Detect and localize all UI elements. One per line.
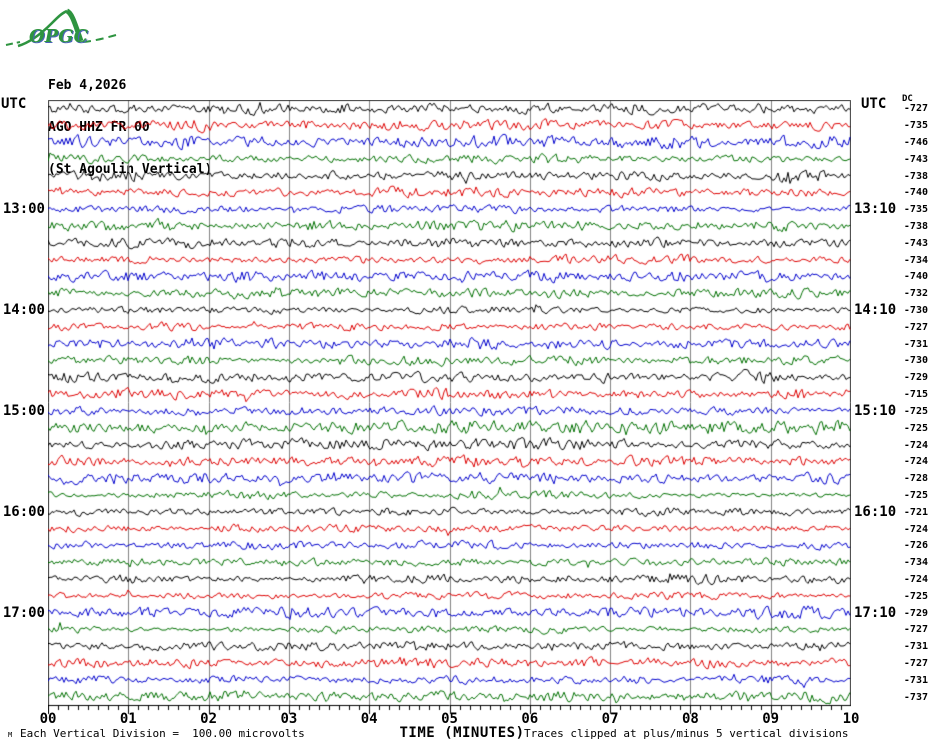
dc-offset-value: -729 [903,372,928,384]
x-tick-label: 09 [762,711,780,727]
x-tick-label: 08 [681,711,699,727]
dc-offset-value: -725 [903,422,928,434]
dc-offset-value: -724 [903,573,928,585]
logo-curve-fall [65,8,84,42]
dc-offset-value: -734 [903,254,928,266]
x-tick-label: 07 [601,711,619,727]
dc-offset-value: -731 [903,641,928,653]
x-tick-label: 04 [360,711,378,727]
dc-offset-value: -724 [903,523,928,535]
dc-offset-value: -743 [903,153,928,165]
dc-offset-value: -737 [903,691,928,703]
header-date: Feb 4,2026 [48,78,127,93]
dc-offset-value: -727 [903,321,928,333]
dc-offset-value: -746 [903,137,928,148]
dc-offset-value: -728 [903,473,928,485]
helicorder-traces-canvas [48,100,851,716]
dc-offset-value: -725 [903,405,928,417]
left-hour-label: 14:00 [2,302,45,319]
left-hour-label: 16:00 [2,503,45,520]
right-hour-label: 14:10 [854,302,897,319]
dc-offset-value: -735 [903,204,928,216]
dc-offset-value: -729 [903,607,928,619]
dc-offset-value: -730 [903,305,928,317]
opgc-logo: OPGC OPGC [5,8,117,48]
x-tick-label: 00 [39,711,57,727]
x-tick-label: 01 [119,711,137,727]
dc-offset-value: -740 [903,187,928,199]
dc-offset-value: -727 [903,624,928,636]
logo-text: OPGC [29,26,89,47]
dc-offset-value: -734 [903,557,928,569]
x-tick-label: 02 [200,711,218,727]
right-hour-label: 13:10 [854,201,897,218]
dc-offset-value: -731 [903,338,928,350]
footer-glyph: M [8,731,13,739]
dc-offset-value: -738 [903,221,928,233]
x-tick-label: 03 [280,711,298,727]
dc-offset-value: -725 [903,489,928,501]
dc-offset-value: -724 [903,439,928,451]
logo-curve-rise [17,9,68,48]
right-hour-label: 17:10 [854,604,897,621]
dc-offset-value: -727 [903,103,928,115]
x-tick-label: 05 [441,711,458,727]
footer-scale-note: Each Vertical Division = 100.00 microvol… [20,727,305,740]
x-tick-label: 10 [842,711,860,727]
x-tick-label: 06 [521,711,539,727]
dc-offset-value: -731 [903,674,928,686]
dc-offset-value: -730 [903,355,928,367]
dc-offset-value: -715 [903,389,928,401]
dc-offset-value: -726 [903,540,928,552]
dc-column-header: DC [902,94,913,104]
footer-clip-note: Traces clipped at plus/minus 5 vertical … [524,727,849,740]
logo-dash-right [82,34,117,43]
dc-offset-value: -732 [903,288,928,300]
right-hour-label: 15:10 [854,402,897,419]
dc-offset-value: -725 [903,590,928,602]
dc-offset-value: -724 [903,456,928,468]
logo-dash-left [5,41,21,46]
dc-offset-value: -740 [903,271,928,283]
left-hour-label: 17:00 [2,604,45,621]
dc-offset-value: -727 [903,657,928,669]
left-hour-label: 13:00 [2,201,45,218]
utc-left-header: UTC [1,96,27,112]
dc-offset-value: -721 [903,506,928,518]
dc-offset-value: -735 [903,120,928,132]
right-hour-label: 16:10 [854,503,897,520]
logo-text-shadow: OPGC [30,27,90,48]
utc-right-header: UTC [861,96,887,112]
dc-offset-value: -738 [903,170,928,182]
dc-offset-value: -743 [903,237,928,249]
left-hour-label: 15:00 [2,402,45,419]
x-axis-title: TIME (MINUTES) [399,725,525,741]
